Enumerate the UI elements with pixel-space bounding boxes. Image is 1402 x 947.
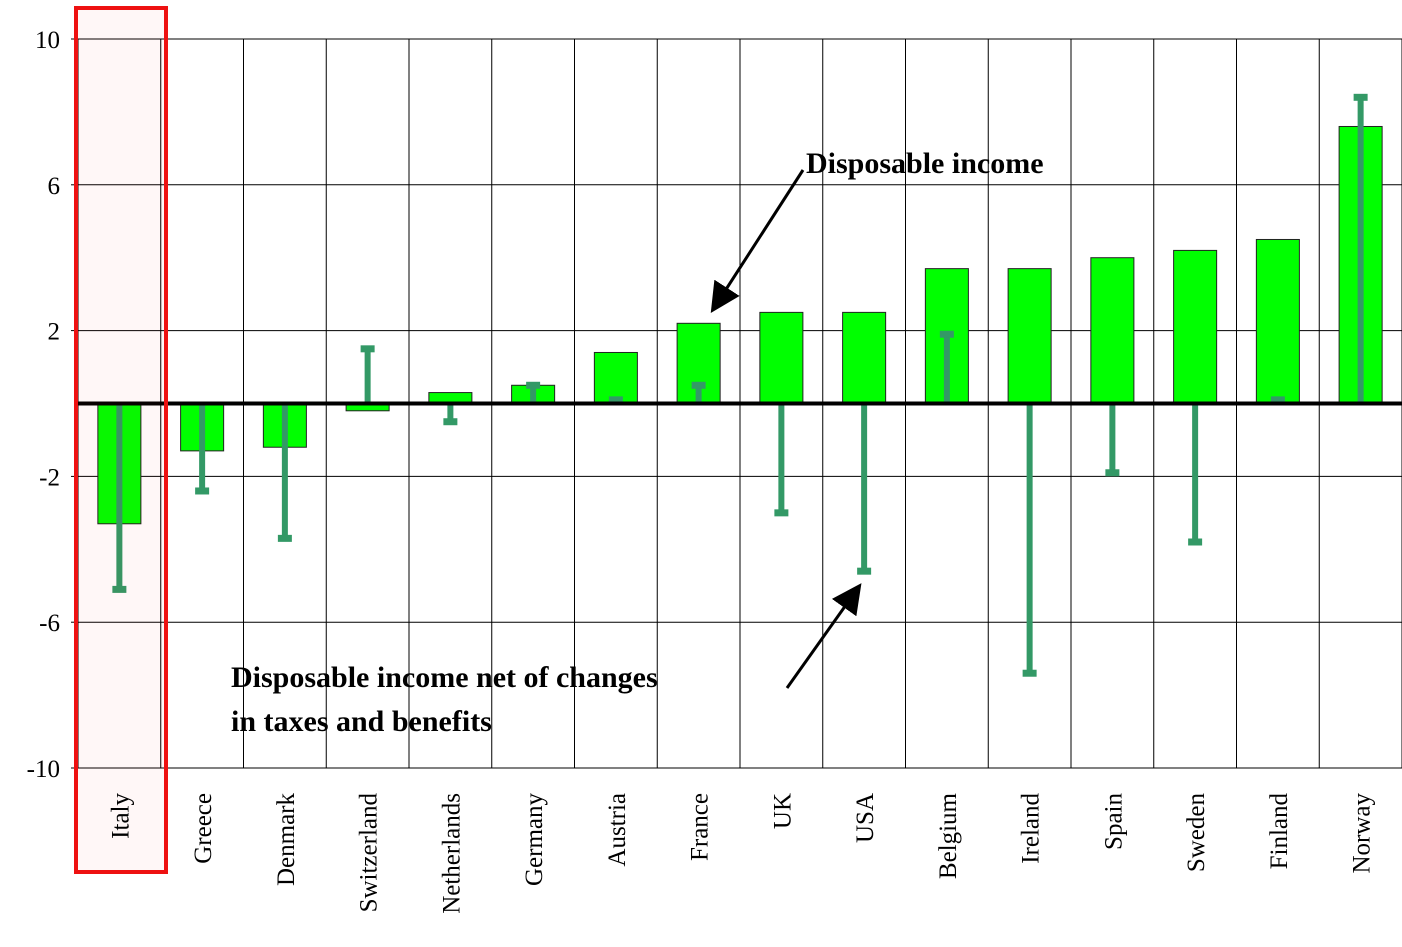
y-tick-label: 10 [35, 27, 60, 54]
x-tick-label: Ireland [1018, 793, 1045, 864]
stem [1105, 403, 1120, 477]
arrow [785, 583, 862, 689]
x-tick-label: Finland [1266, 793, 1293, 870]
x-tick-label: France [687, 793, 714, 861]
y-tick-label: -10 [27, 756, 60, 783]
x-tick-label: Belgium [935, 792, 962, 879]
x-tick-label: Netherlands [438, 793, 465, 914]
bar [1090, 257, 1135, 405]
bar [1255, 238, 1300, 404]
x-tick-label: Germany [521, 793, 548, 887]
stem [526, 381, 541, 404]
stem [277, 403, 292, 542]
bar [593, 351, 638, 404]
stem [774, 403, 789, 517]
stem [691, 381, 706, 404]
y-tick-label: -6 [39, 610, 60, 637]
x-tick-label: Sweden [1183, 793, 1210, 873]
x-tick-label: Switzerland [356, 793, 383, 913]
stem [443, 403, 458, 426]
x-tick-label: Norway [1349, 793, 1376, 874]
stem [195, 403, 210, 495]
highlight-box [74, 6, 168, 874]
bar [842, 311, 887, 404]
stem [1353, 93, 1368, 404]
marks [78, 93, 1402, 677]
annotation: Disposable income [806, 147, 1044, 180]
annotation: Disposable income net of changes [231, 661, 658, 694]
x-tick-label: Spain [1100, 793, 1127, 850]
x-tick-label: Italy [107, 793, 134, 839]
y-tick-label: 6 [48, 173, 61, 200]
y-tick-label: -2 [39, 464, 60, 491]
stem [112, 403, 127, 593]
x-tick-label: Denmark [273, 793, 300, 887]
bar [1007, 268, 1052, 405]
bar [1173, 249, 1218, 404]
x-tick-label: Greece [190, 793, 217, 864]
stem [939, 330, 954, 404]
stem [360, 345, 375, 404]
y-tick-label: 2 [48, 319, 61, 346]
annotation: in taxes and benefits [231, 705, 492, 738]
arrow [710, 169, 805, 314]
x-tick-label: USA [852, 793, 879, 843]
bar [759, 311, 804, 404]
stem [1188, 403, 1203, 546]
stem [1022, 403, 1037, 677]
x-tick-label: UK [769, 793, 796, 829]
stem [857, 403, 872, 575]
x-tick-label: Austria [604, 793, 631, 867]
